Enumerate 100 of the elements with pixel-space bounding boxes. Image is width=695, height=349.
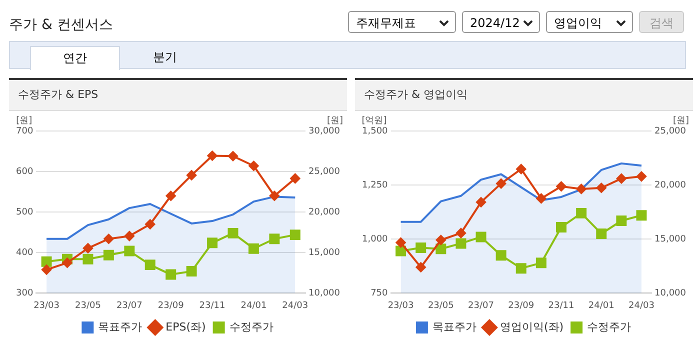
- point: [290, 173, 300, 184]
- point: [616, 216, 627, 226]
- x-tick-label: 23/03: [34, 300, 60, 311]
- y2-tick-label: 25,000: [308, 166, 340, 177]
- point: [166, 269, 176, 280]
- y2-tick-label: 30,000: [308, 126, 340, 136]
- point: [82, 243, 93, 254]
- x-tick-label: 23/09: [158, 300, 184, 311]
- point: [166, 190, 176, 201]
- point: [207, 238, 218, 248]
- y-tick-label: 500: [16, 207, 34, 218]
- text: 연간: [30, 46, 120, 70]
- point: [496, 250, 506, 261]
- y-tick-label: 400: [16, 248, 34, 258]
- point: [476, 197, 486, 208]
- point: [476, 232, 486, 242]
- point: [290, 230, 300, 240]
- point: [516, 263, 526, 274]
- text: 2024/12: [470, 16, 520, 30]
- y2-tick-label: 20,000: [654, 180, 686, 190]
- y2-axis-title: [원]: [326, 116, 343, 126]
- y2-tick-label: 25,000: [654, 126, 686, 136]
- y-tick-label: 750: [370, 288, 388, 299]
- point: [248, 243, 259, 254]
- point: [124, 231, 134, 242]
- y-tick-label: 600: [16, 166, 34, 177]
- chart-title: 수정주가 & 영업이익: [355, 80, 693, 111]
- point: [456, 228, 466, 238]
- point: [145, 219, 156, 230]
- point: [144, 260, 156, 270]
- y2-tick-label: 20,000: [308, 207, 340, 218]
- point: [596, 228, 607, 239]
- legend-label: 수정주가: [229, 320, 274, 334]
- point: [636, 210, 647, 221]
- text: 분기: [152, 49, 178, 66]
- point: [416, 262, 426, 272]
- point: [636, 171, 646, 182]
- text: 영업이익: [554, 16, 602, 30]
- text: 주재무제표: [356, 16, 416, 30]
- y2-tick-label: 10,000: [654, 288, 686, 299]
- y2-axis-title: [원]: [672, 116, 689, 126]
- point: [186, 170, 197, 180]
- point: [616, 174, 626, 184]
- x-tick-label: 24/01: [240, 300, 267, 311]
- point: [536, 193, 546, 204]
- point: [576, 184, 586, 194]
- x-tick-label: 24/03: [282, 300, 308, 311]
- y2-tick-label: 15,000: [654, 234, 686, 244]
- point: [41, 256, 52, 267]
- x-tick-label: 23/09: [508, 300, 534, 311]
- y-axis-title: [원]: [16, 116, 32, 126]
- y-tick-label: 700: [16, 126, 34, 136]
- x-tick-label: 23/11: [548, 300, 574, 311]
- point: [269, 234, 280, 244]
- point: [248, 160, 259, 171]
- point: [436, 244, 446, 254]
- y2-tick-label: 10,000: [308, 288, 340, 299]
- point: [42, 264, 52, 275]
- point: [103, 250, 114, 260]
- legend-label: 목표주가: [98, 320, 142, 334]
- y-tick-label: 300: [16, 288, 34, 299]
- y-tick-label: 1,250: [362, 180, 388, 190]
- text: 검색: [639, 11, 684, 33]
- x-tick-label: 23/07: [116, 300, 142, 311]
- x-tick-label: 23/07: [468, 300, 494, 311]
- point: [596, 182, 606, 193]
- point: [104, 234, 114, 244]
- legend-label: 영업이익(좌): [500, 320, 564, 334]
- point: [556, 181, 566, 192]
- x-tick-label: 23/05: [428, 300, 454, 311]
- x-tick-label: 24/01: [588, 300, 614, 311]
- point: [82, 254, 94, 264]
- point: [396, 246, 406, 256]
- x-tick-label: 23/05: [75, 300, 101, 311]
- y-tick-label: 1,500: [362, 126, 388, 136]
- chart-title: 수정주가 & EPS: [9, 80, 347, 111]
- legend-label: 목표주가: [432, 320, 476, 334]
- legend-label: 수정주가: [587, 320, 632, 334]
- point: [416, 242, 426, 254]
- point: [536, 258, 546, 268]
- point: [396, 238, 406, 248]
- x-tick-label: 23/03: [388, 300, 414, 311]
- point: [228, 228, 238, 238]
- legend-label: EPS(좌): [166, 320, 206, 334]
- y-axis-title: [억원]: [362, 116, 387, 126]
- point: [207, 150, 218, 161]
- point: [576, 208, 587, 218]
- point: [124, 246, 135, 256]
- point: [516, 164, 526, 174]
- text: 주가 & 컨센서스: [9, 16, 113, 34]
- point: [186, 266, 197, 277]
- point: [269, 190, 280, 201]
- point: [456, 238, 466, 249]
- x-tick-label: 23/11: [199, 300, 226, 311]
- point: [62, 258, 72, 268]
- point: [228, 151, 238, 162]
- point: [556, 222, 566, 232]
- point: [436, 235, 446, 245]
- x-tick-label: 24/03: [628, 300, 654, 311]
- y2-tick-label: 15,000: [308, 248, 340, 258]
